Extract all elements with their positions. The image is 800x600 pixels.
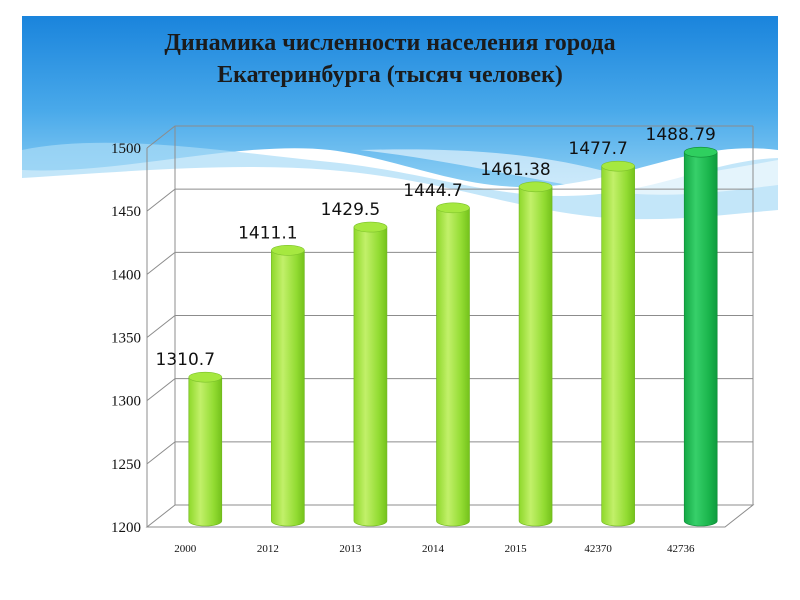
data-label: 1411.1 (238, 223, 297, 243)
chart-grid (145, 125, 755, 528)
bar-body (436, 207, 470, 527)
x-tick-label: 42736 (667, 543, 695, 555)
gridline (146, 441, 753, 465)
data-label: 1310.7 (156, 350, 215, 370)
data-label: 1444.7 (403, 181, 462, 201)
y-tick-label: 1500 (111, 141, 141, 157)
bar-body (601, 165, 635, 527)
bar-top (601, 160, 635, 172)
y-tick-label: 1450 (111, 204, 141, 220)
bar (353, 221, 388, 527)
x-tick-label: 2015 (505, 543, 528, 555)
gridline (146, 315, 753, 338)
data-label: 1461.38 (480, 160, 550, 180)
data-label: 1429.5 (321, 200, 380, 220)
bar-top (188, 371, 223, 383)
x-tick-label: 42370 (584, 543, 612, 555)
bar-body (271, 250, 305, 527)
x-axis: 2000 2012 2013 2014 2015 42370 42736 (174, 543, 695, 555)
bar (601, 160, 635, 527)
data-labels: 1310.7 1411.1 1429.5 1444.7 1461.38 1477.7 148… (156, 125, 716, 370)
x-tick-label: 2012 (257, 543, 279, 555)
gridline (146, 251, 753, 275)
bar-top (353, 221, 388, 233)
x-tick-label: 2013 (339, 543, 362, 555)
chart-title-line2: Екатеринбурга (тысяч человек) (217, 62, 563, 88)
gridline (146, 378, 753, 402)
bar (683, 146, 718, 527)
y-tick-label: 1300 (111, 394, 141, 410)
x-tick-label: 2000 (174, 543, 197, 555)
chart-title-line1: Динамика численности населения города (164, 30, 616, 56)
bar (188, 371, 223, 527)
y-tick-label: 1400 (111, 267, 141, 283)
x-tick-label: 2014 (422, 543, 445, 555)
y-tick-label: 1200 (111, 520, 141, 536)
bar-body (353, 226, 388, 527)
y-tick-label: 1350 (111, 331, 141, 347)
bar (436, 202, 470, 527)
bar-body (188, 376, 223, 527)
bar-body (518, 186, 553, 527)
bar-top (683, 146, 718, 158)
bar-top (436, 202, 470, 214)
bar-body (683, 151, 718, 527)
bars (188, 146, 718, 527)
data-label: 1488.79 (646, 125, 716, 145)
bar-top (518, 181, 553, 193)
gridline (146, 188, 753, 212)
bar (518, 181, 553, 527)
data-label: 1477.7 (568, 139, 627, 159)
gridline (146, 125, 753, 149)
y-tick-label: 1250 (111, 457, 141, 473)
chart-floor (145, 504, 755, 528)
y-axis: 1200 1250 1300 1350 1400 1450 1500 (111, 141, 141, 536)
bar (271, 245, 305, 527)
bar-top (271, 245, 305, 256)
